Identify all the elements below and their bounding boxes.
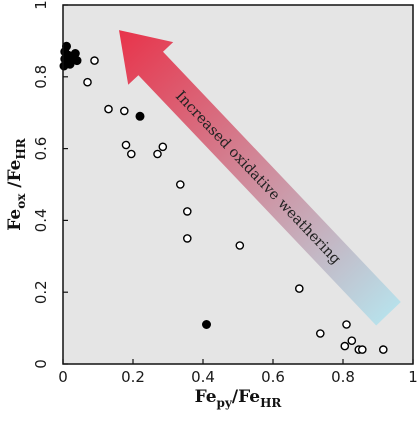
open-point-1 (83, 77, 92, 87)
open-point-13 (315, 329, 325, 338)
open-point-19 (378, 345, 388, 354)
open-point-10 (182, 234, 192, 243)
y-label-sub1: ox (14, 193, 28, 209)
x-tick-label-5: 1 (408, 368, 417, 386)
arrow-body (119, 30, 401, 326)
x-tick-label-3: 0.6 (261, 368, 285, 386)
x-tick-label-4: 0.8 (331, 368, 355, 386)
open-point-8 (175, 180, 185, 189)
y-tick-label-4: 0.8 (32, 65, 50, 89)
open-point-15 (340, 341, 350, 351)
open-point-6 (153, 149, 162, 159)
filled-point-9 (59, 61, 69, 71)
open-point-3 (120, 106, 129, 116)
x-tick-label-0: 0 (58, 368, 68, 386)
open-point-14 (342, 320, 351, 329)
x-tick-label-1: 0.2 (121, 368, 145, 386)
y-tick-label-5: 1 (32, 0, 50, 10)
open-point-2 (104, 104, 113, 114)
x-axis-label: Fepy/FeHR (195, 387, 283, 410)
filled-point-10 (135, 111, 145, 121)
x-label-sep: /Fe (232, 387, 260, 407)
y-label-sep: /Fe (5, 159, 25, 193)
x-label-sub2: HR (260, 396, 282, 410)
y-label-sub2: HR (14, 137, 28, 159)
open-point-5 (127, 149, 136, 159)
open-point-18 (357, 345, 367, 354)
filled-point-11 (202, 320, 211, 329)
x-label-main: Fe (195, 387, 217, 407)
x-label-sub1: py (217, 396, 233, 410)
y-tick-label-3: 0.6 (32, 137, 50, 161)
y-tick-label-1: 0.2 (32, 280, 50, 304)
y-tick-label-2: 0.4 (32, 208, 50, 232)
open-point-12 (294, 284, 304, 293)
x-tick-label-2: 0.4 (191, 368, 215, 386)
open-point-11 (235, 241, 245, 250)
y-tick-label-0: 0 (32, 359, 50, 369)
y-label-main: Fe (5, 209, 25, 231)
open-point-16 (347, 336, 357, 346)
plot-frame (62, 4, 414, 365)
plot-area (63, 5, 413, 364)
axis-ticks: 0 0.2 0.4 0.6 0.8 1 0 0.2 0.4 0.6 0.8 1 (32, 0, 417, 386)
open-point-0 (90, 56, 99, 65)
y-axis-label: Feox /FeHR (5, 137, 28, 231)
open-point-9 (182, 207, 192, 216)
open-point-4 (121, 140, 131, 150)
filled-point-8 (72, 56, 82, 66)
open-point-7 (158, 142, 168, 152)
